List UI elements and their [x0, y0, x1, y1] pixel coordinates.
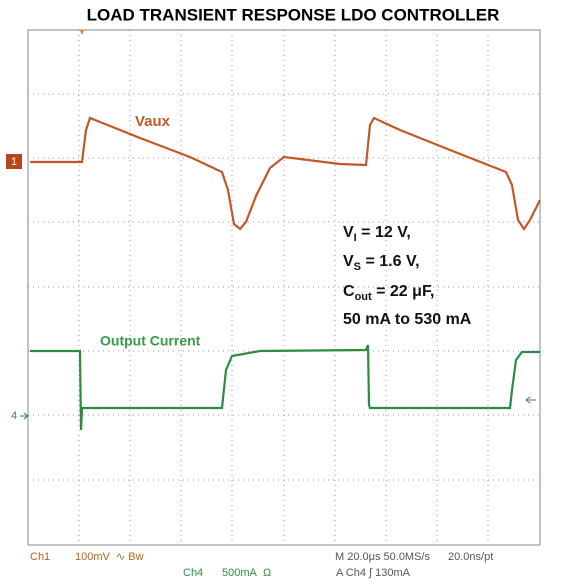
status-text: ∿ Bw	[116, 551, 144, 563]
conditions: VI = 12 V, VS = 1.6 V, Cout = 22 μF, 50 …	[343, 224, 472, 328]
status-text: Ch4	[183, 567, 203, 579]
trigger-level	[525, 396, 536, 404]
status-text: A Ch4 ∫ 130mA	[336, 567, 411, 579]
title: LOAD TRANSIENT RESPONSE LDO CONTROLLER	[87, 5, 500, 24]
trigger-pos	[80, 30, 84, 35]
ch4-arrow	[20, 412, 29, 420]
status-text: 20.0ns/pt	[448, 551, 493, 563]
status-text: 100mV	[75, 551, 111, 563]
vaux-trace	[30, 116, 541, 231]
status-text: M 20.0μs 50.0MS/s	[335, 551, 430, 563]
ch4-marker-label: 4	[11, 410, 17, 422]
condition: VI = 12 V,	[343, 224, 411, 244]
vaux-label: Vaux	[135, 113, 171, 130]
status-text: 500mA	[222, 567, 258, 579]
current-label: Output Current	[100, 333, 201, 349]
ch1-marker-label: 1	[11, 156, 17, 168]
condition: VS = 1.6 V,	[343, 253, 420, 273]
status-text: Ω	[263, 567, 271, 579]
graticule	[28, 30, 540, 545]
current-trace	[30, 344, 540, 431]
frame	[27, 29, 541, 546]
status-text: Ch1	[30, 551, 50, 563]
condition: 50 mA to 530 mA	[343, 311, 472, 328]
ch1-marker	[6, 154, 22, 169]
condition: Cout = 22 μF,	[343, 283, 434, 303]
